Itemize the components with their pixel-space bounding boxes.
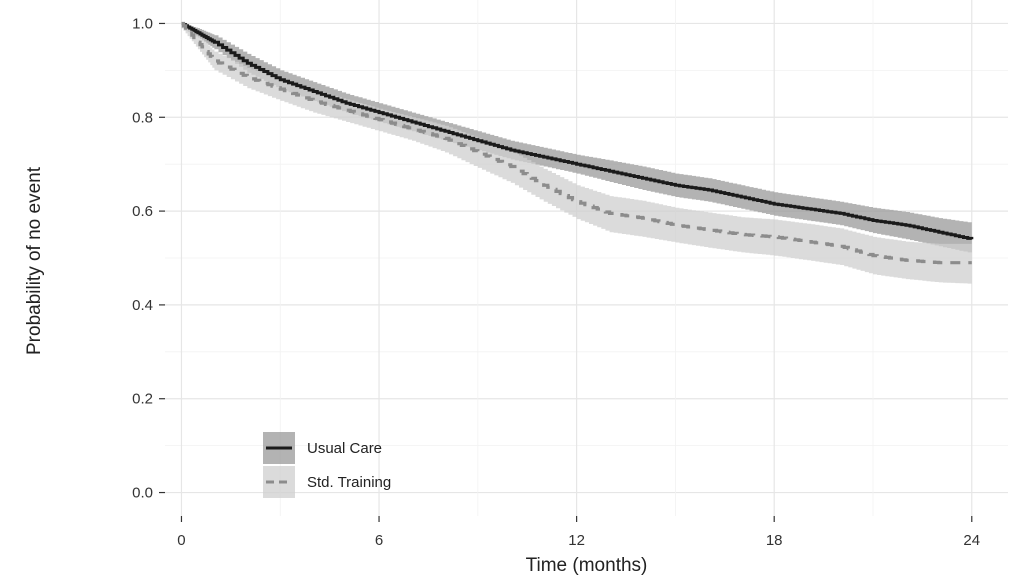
curve-std-training xyxy=(181,21,972,265)
x-axis-title: Time (months) xyxy=(526,555,648,576)
y-axis-title: Probability of no event xyxy=(24,166,45,355)
legend: Usual Care Std. Training xyxy=(263,432,391,498)
survival-curves xyxy=(181,21,974,265)
legend-label-std-training: Std. Training xyxy=(307,474,391,491)
y-tick-label: 1.0 xyxy=(132,15,153,32)
y-tick-label: 0.0 xyxy=(132,485,153,502)
ci-band-usual-care xyxy=(181,23,972,254)
axes: 0.0 0.2 0.4 0.6 0.8 1.0 0 6 12 18 24 xyxy=(132,15,980,549)
x-tick-label: 18 xyxy=(766,532,783,549)
y-tick-label: 0.2 xyxy=(132,391,153,408)
x-tick-label: 12 xyxy=(568,532,585,549)
x-tick-label: 24 xyxy=(963,532,980,549)
y-tick-label: 0.6 xyxy=(132,203,153,220)
grid-lines xyxy=(165,0,1008,516)
legend-label-usual-care: Usual Care xyxy=(307,440,382,457)
y-tick-label: 0.8 xyxy=(132,109,153,126)
curve-usual-care xyxy=(181,22,974,240)
x-tick-label: 6 xyxy=(375,532,383,549)
y-tick-label: 0.4 xyxy=(132,297,153,314)
x-tick-label: 0 xyxy=(177,532,185,549)
